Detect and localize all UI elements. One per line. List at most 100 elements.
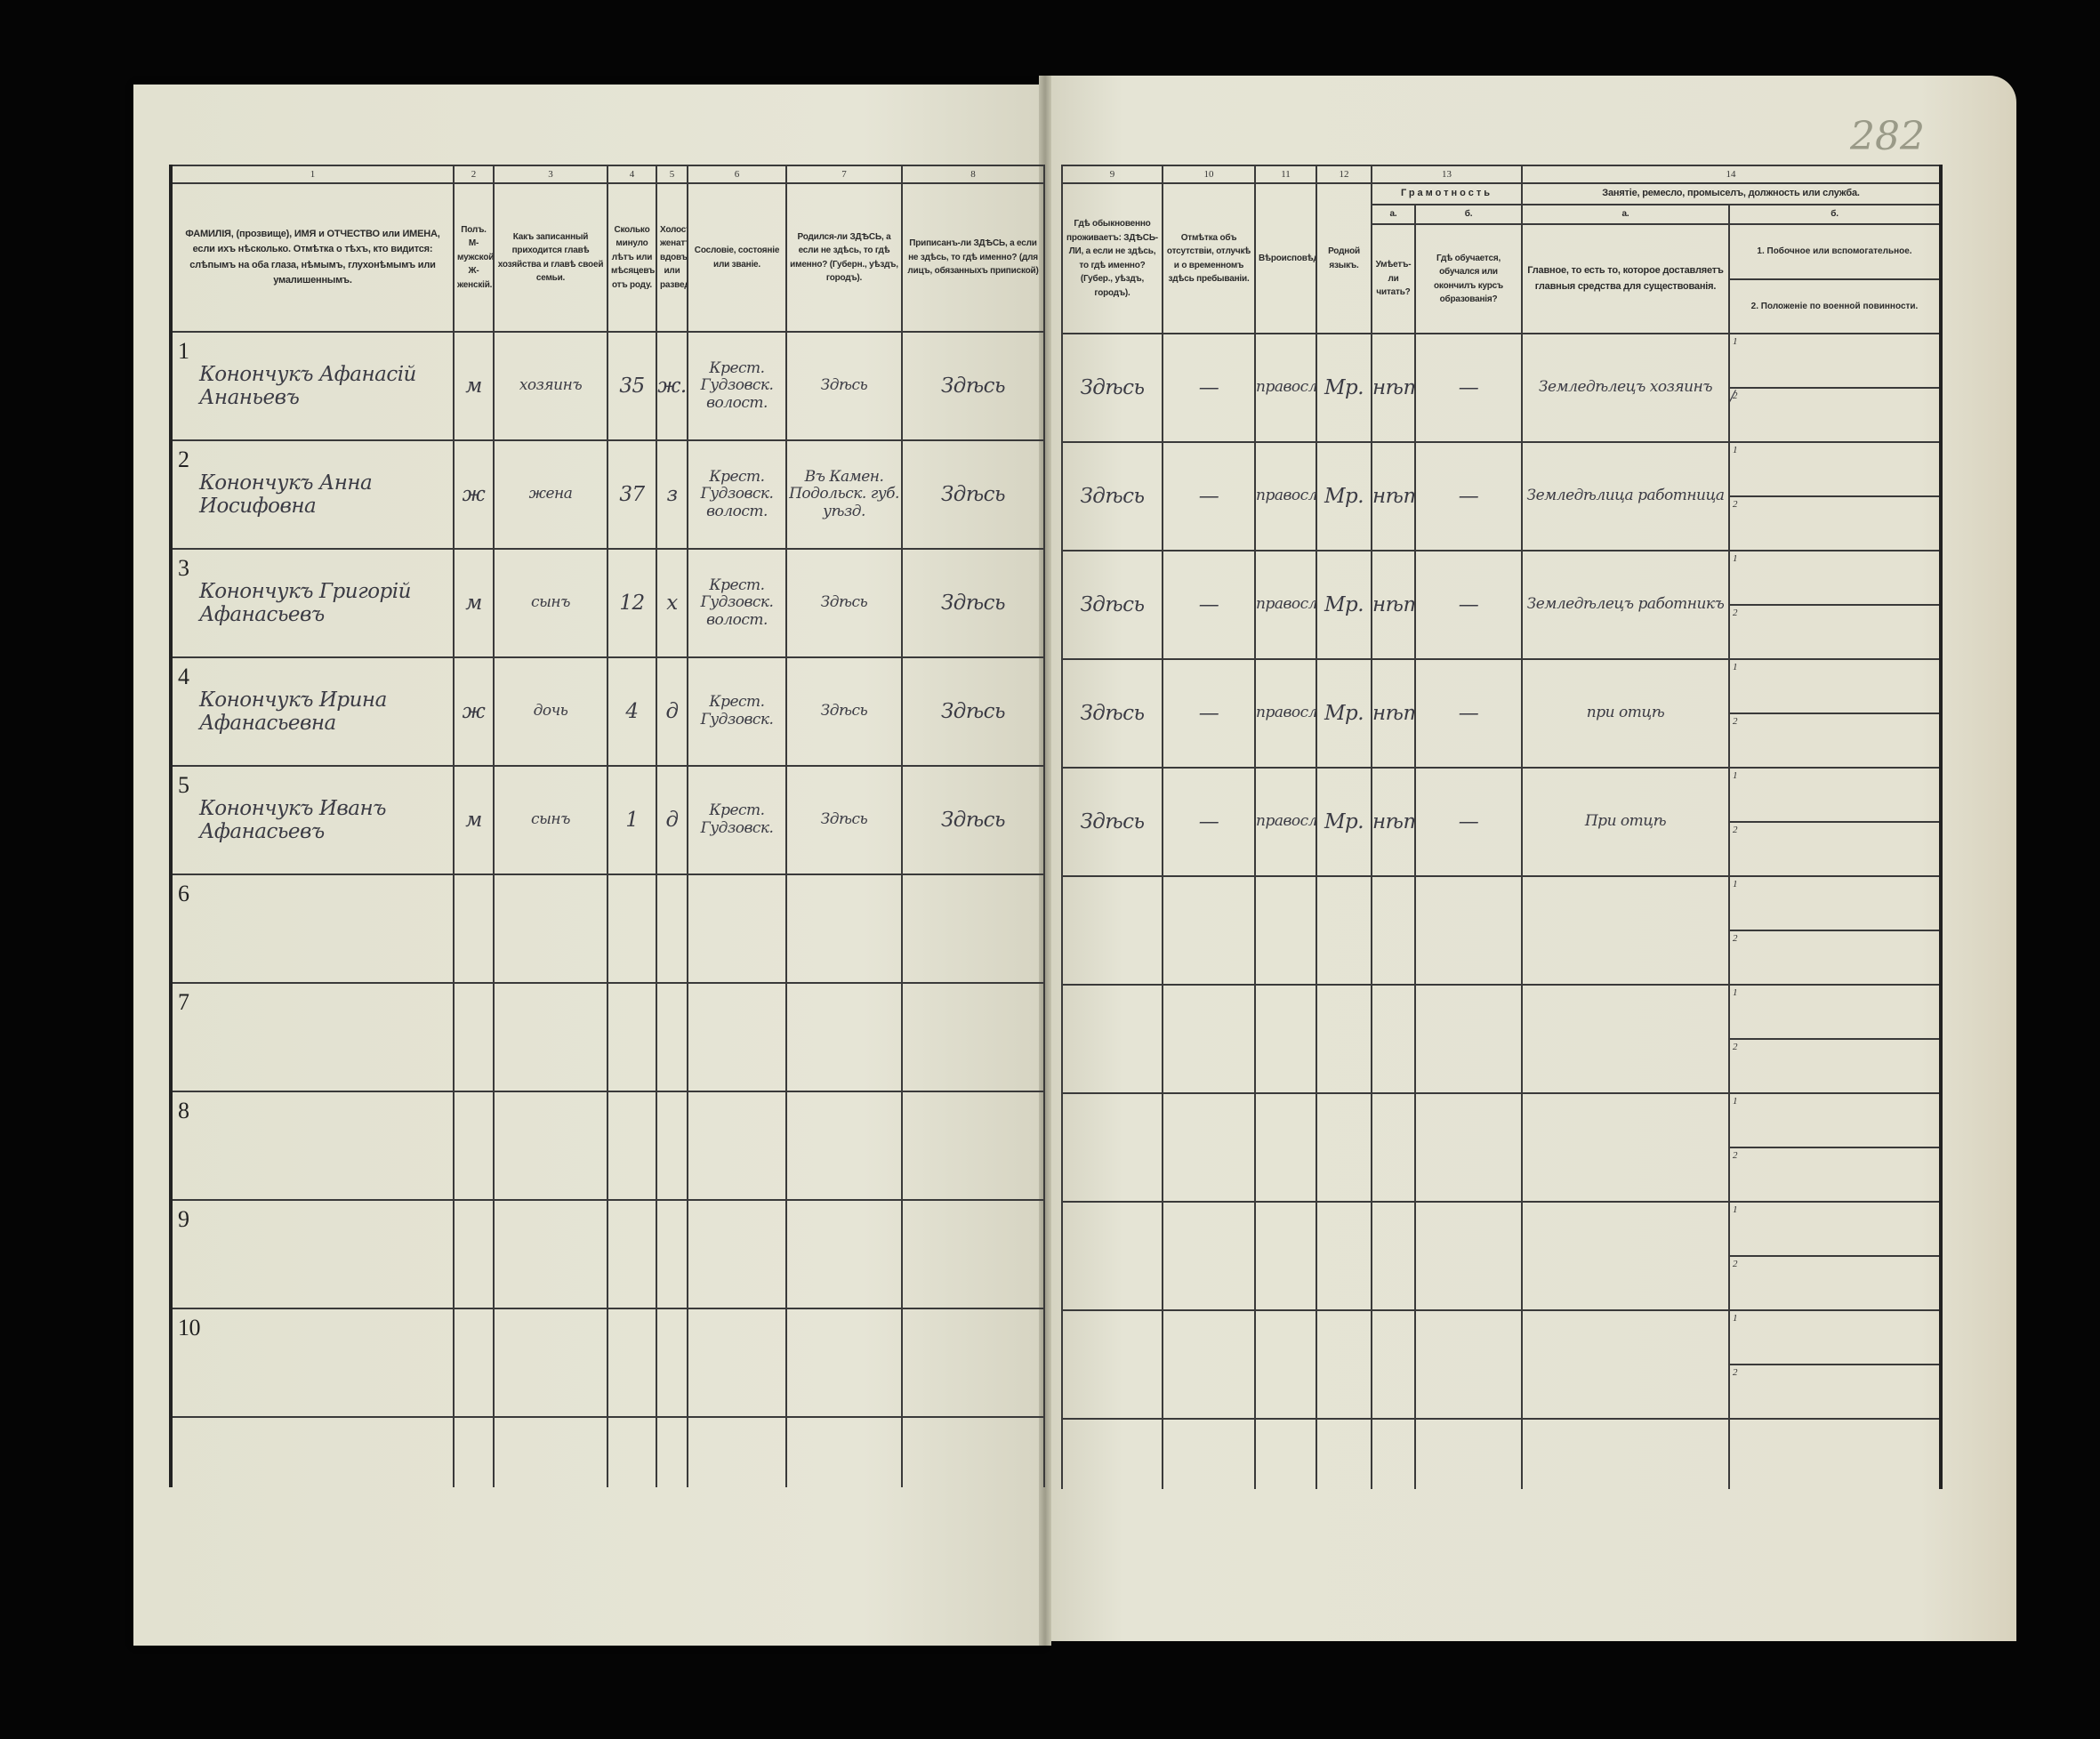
registered-cell <box>901 982 1045 1092</box>
column-number: 10 <box>1162 165 1256 184</box>
military-status: 2 <box>1731 930 1939 983</box>
language-cell <box>1316 1092 1372 1203</box>
table-row: 8 <box>170 1091 1045 1201</box>
resides-cell <box>1061 1092 1163 1203</box>
person-name: Конончукъ Афанасій Ананьевъ <box>199 362 416 409</box>
header-13a-letter: а. <box>1371 204 1416 225</box>
education-cell <box>1414 984 1523 1094</box>
header-14b: 1. Побочное или вспомогательное. 2. Поло… <box>1728 223 1942 334</box>
reads-cell: нѣтъ <box>1371 767 1416 877</box>
row-number: 5 <box>178 772 189 798</box>
empty-cell <box>785 1416 903 1487</box>
registered-cell <box>901 1091 1045 1201</box>
occupation-cell <box>1521 984 1730 1094</box>
header-marital: Холостъ, женатъ, вдовъ или разведенъ. <box>656 182 688 333</box>
education-cell <box>1414 1201 1523 1311</box>
born-cell: Здѣсь <box>785 331 903 441</box>
education-cell: — <box>1414 767 1523 877</box>
estate-cell <box>687 1199 787 1309</box>
header-13b-letter: б. <box>1414 204 1523 225</box>
born-cell <box>785 1091 903 1201</box>
person-name: Конончукъ Григорій Афанасьевъ <box>199 579 411 626</box>
absence-cell <box>1162 875 1256 986</box>
row-number: 8 <box>178 1098 189 1123</box>
table-row: 1 Конончукъ Афанасій Ананьевъ м хозяинъ 35 ж.… <box>170 331 1045 441</box>
military-status: 2 <box>1731 495 1939 549</box>
education-cell <box>1414 1309 1523 1420</box>
sub-label: 1 <box>1733 445 1738 455</box>
registered-cell <box>901 1308 1045 1418</box>
reads-cell <box>1371 1309 1416 1420</box>
side-occupation: 1 <box>1731 661 1939 713</box>
side-occupation: 1 <box>1731 1204 1939 1255</box>
age-cell: 35 <box>607 331 657 441</box>
side-occupation: 1 <box>1731 335 1939 387</box>
sex-cell: м <box>453 331 495 441</box>
row-number: 6 <box>178 881 189 906</box>
absence-cell: — <box>1162 767 1256 877</box>
table-row: 9 <box>170 1199 1045 1309</box>
header-military: 2. Положеніе по военной повинности. <box>1731 278 1939 333</box>
religion-cell: правосл. <box>1254 550 1317 660</box>
side-occupation: 1 <box>1731 552 1939 604</box>
absence-cell <box>1162 1201 1256 1311</box>
header-literacy: Грамотность <box>1371 182 1523 205</box>
sub-label: 2 <box>1733 716 1738 727</box>
relation-cell: сынъ <box>493 765 608 875</box>
table-row: 10 <box>170 1308 1045 1418</box>
person-name: Конончукъ Ирина Афанасьевна <box>199 688 387 735</box>
resides-cell: Здѣсь <box>1061 767 1163 877</box>
born-cell: Здѣсь <box>785 765 903 875</box>
empty-cell <box>607 1416 657 1487</box>
column-number: 2 <box>453 165 495 184</box>
empty-cell <box>1371 1418 1416 1489</box>
absence-cell <box>1162 1092 1256 1203</box>
relation-cell: сынъ <box>493 548 608 658</box>
education-cell <box>1414 875 1523 986</box>
table-row: Здѣсь—правосл.Мр.нѣтъ—Земледѣлица работн… <box>1061 441 1942 551</box>
religion-cell: правосл. <box>1254 333 1317 443</box>
absence-cell <box>1162 1309 1256 1420</box>
person-name: Конончукъ Анна Иосифовна <box>199 471 373 518</box>
header-registered: Приписанъ-ли ЗДѢСЬ, а если не здѣсь, то … <box>901 182 1045 333</box>
born-cell: Здѣсь <box>785 548 903 658</box>
absence-cell: — <box>1162 441 1256 551</box>
marital-cell <box>656 1308 688 1418</box>
name-cell: 9 <box>170 1199 455 1309</box>
marital-cell: д <box>656 765 688 875</box>
name-cell: 4 Конончукъ Ирина Афанасьевна <box>170 656 455 767</box>
name-cell: 5 Конончукъ Иванъ Афанасьевъ <box>170 765 455 875</box>
religion-cell <box>1254 984 1317 1094</box>
estate-cell: Крест. Гудзовск. <box>687 656 787 767</box>
occupation-cell: Земледѣлецъ работникъ <box>1521 550 1730 660</box>
header-side-occupation: 1. Побочное или вспомогательное. <box>1757 246 1912 257</box>
name-cell: 3 Конончукъ Григорій Афанасьевъ <box>170 548 455 658</box>
column-number: 9 <box>1061 165 1163 184</box>
side-military-cell: 1 2/ <box>1728 333 1942 443</box>
age-cell: 1 <box>607 765 657 875</box>
reads-cell <box>1371 1092 1416 1203</box>
empty-cell <box>1414 1418 1523 1489</box>
relation-cell <box>493 1091 608 1201</box>
military-status: 2 <box>1731 1255 1939 1308</box>
language-cell <box>1316 875 1372 986</box>
header-birthplace: Родился-ли ЗДѢСЬ, а если не здѣсь, то гд… <box>785 182 903 333</box>
row-number: 10 <box>178 1315 201 1340</box>
sub-label: 1 <box>1733 987 1738 998</box>
education-cell: — <box>1414 441 1523 551</box>
resides-cell <box>1061 984 1163 1094</box>
column-number: 6 <box>687 165 787 184</box>
table-row: Здѣсь—правосл.Мр.нѣтъ—Земледѣлецъ работн… <box>1061 550 1942 660</box>
absence-cell: — <box>1162 550 1256 660</box>
reads-cell <box>1371 875 1416 986</box>
